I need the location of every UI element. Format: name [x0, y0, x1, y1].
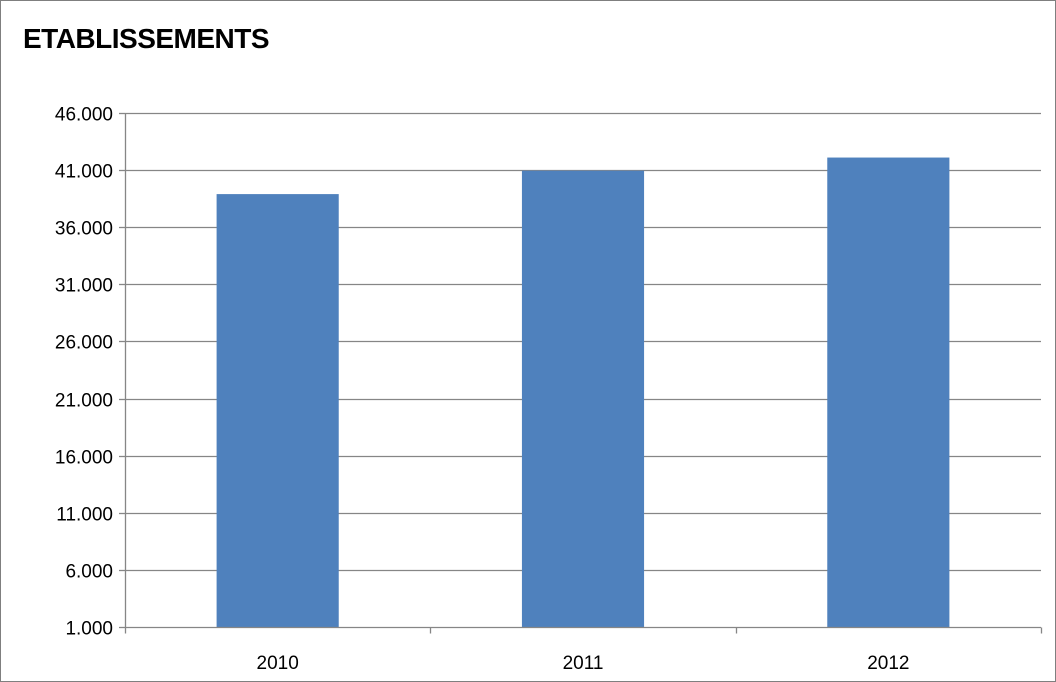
- y-tick-label-3: 16.000: [55, 448, 113, 469]
- axes: [119, 112, 1043, 634]
- bars: [216, 157, 950, 627]
- y-tick-label-5: 26.000: [55, 333, 113, 354]
- y-tick-label-0: 1.000: [65, 619, 113, 640]
- x-tick-label-2: 2012: [867, 653, 909, 674]
- y-tick-label-1: 6.000: [65, 562, 113, 583]
- y-tick-label-4: 21.000: [55, 391, 113, 412]
- x-tick-label-1: 2011: [563, 653, 604, 674]
- y-tick-label-7: 36.000: [55, 219, 113, 240]
- x-tick-label-0: 2010: [257, 653, 299, 674]
- bar-2010: [216, 194, 339, 627]
- bar-2012: [827, 157, 950, 627]
- bar-2011: [521, 170, 645, 627]
- y-tick-label-9: 46.000: [55, 105, 113, 126]
- y-tick-label-2: 11.000: [56, 505, 113, 526]
- tick-labels: 1.000 6.000 11.000 16.000 21.000 26.000 31.000…: [55, 105, 910, 675]
- y-tick-label-8: 41.000: [55, 162, 113, 183]
- chart-title: ETABLISSEMENTS: [23, 23, 270, 54]
- y-tick-label-6: 31.000: [55, 276, 113, 297]
